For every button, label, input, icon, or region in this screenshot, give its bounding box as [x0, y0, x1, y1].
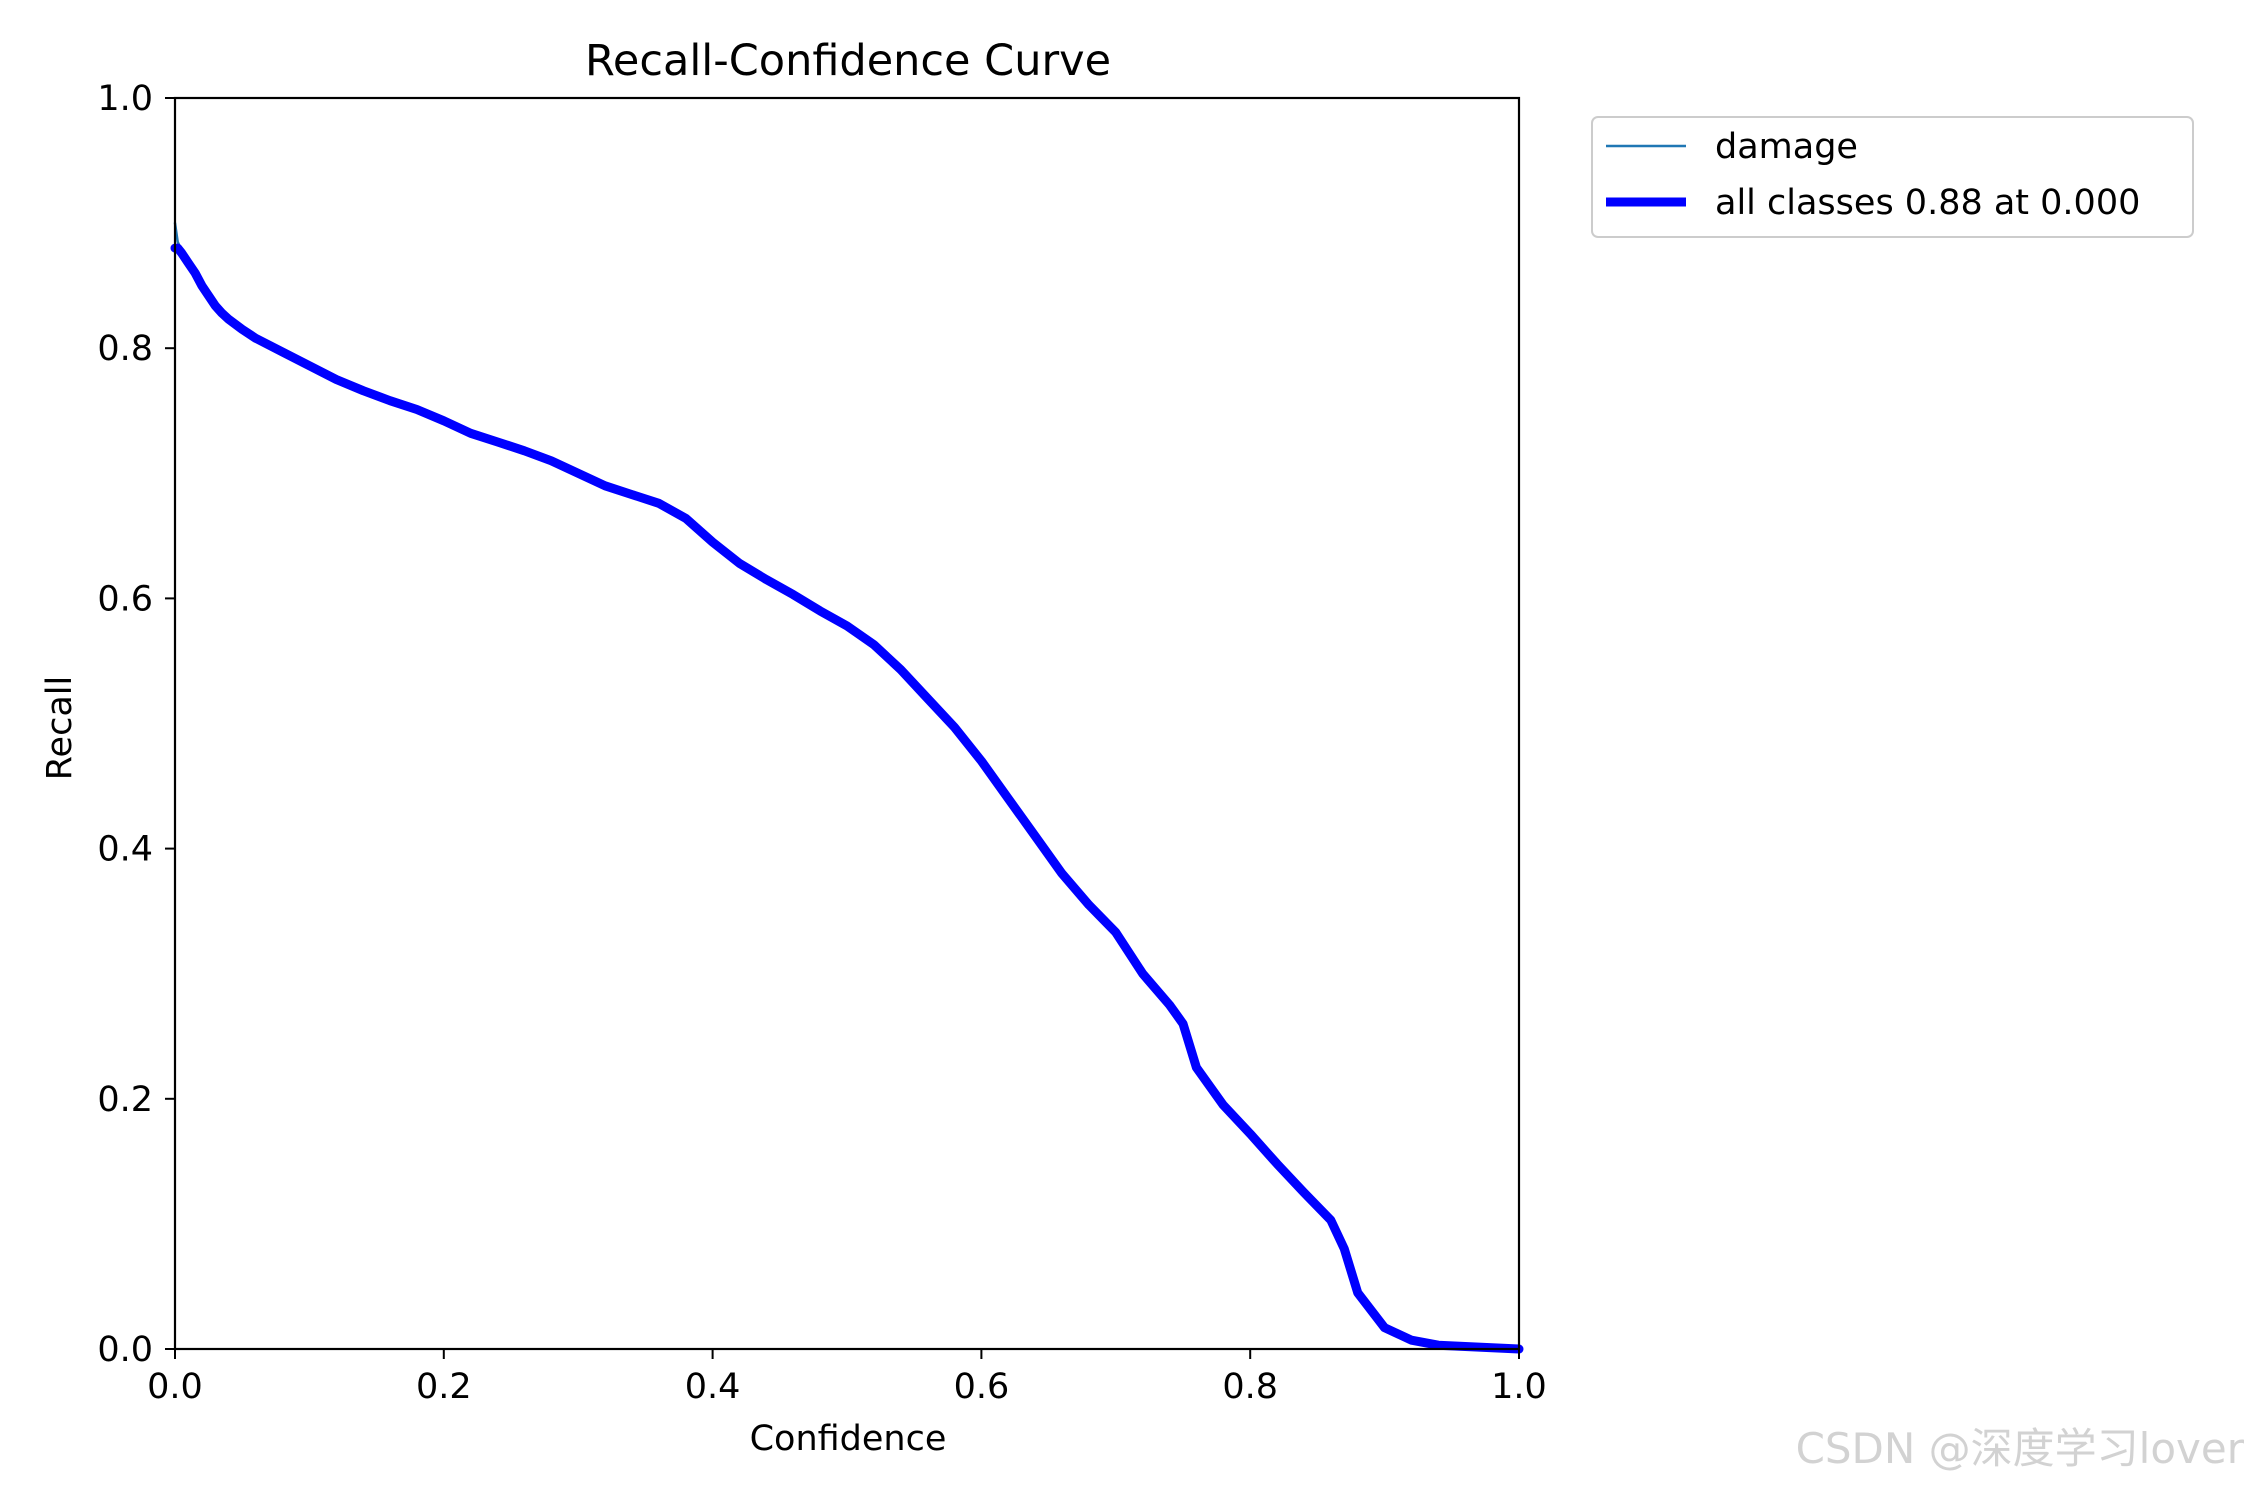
y-axis-label: Recall [40, 676, 80, 780]
plot-area [170, 96, 1524, 1354]
y-tick-label: 0.2 [97, 1080, 153, 1120]
y-tick-label: 1.0 [97, 79, 153, 119]
series-line-all-classes [170, 243, 1524, 1354]
x-axis-label: Confidence [750, 1419, 947, 1459]
watermark: CSDN @深度学习lover [1795, 1424, 2244, 1473]
legend-box [1591, 116, 2194, 238]
legend: damage all classes 0.88 at 0.000 [1591, 116, 2194, 238]
axes-frame [173, 96, 1521, 1351]
x-axis-ticks: 0.0 0.2 0.4 0.6 0.8 1.0 [147, 1349, 1547, 1407]
x-tick-label: 0.6 [954, 1367, 1010, 1407]
y-tick-label: 0.8 [97, 329, 153, 369]
x-tick-label: 0.0 [147, 1367, 203, 1407]
y-tick-label: 0.6 [97, 579, 153, 619]
y-axis-ticks: 0.0 0.2 0.4 0.6 0.8 1.0 [97, 79, 175, 1370]
y-tick-label: 0.0 [97, 1330, 153, 1370]
y-tick-label: 0.4 [97, 830, 153, 870]
x-tick-label: 0.8 [1222, 1367, 1278, 1407]
x-tick-label: 0.4 [685, 1367, 741, 1407]
chart-title: Recall-Confidence Curve [585, 36, 1111, 86]
legend-label-all-classes: all classes 0.88 at 0.000 [1715, 183, 2140, 223]
legend-label-damage: damage [1715, 127, 1858, 167]
x-tick-label: 0.2 [416, 1367, 472, 1407]
x-tick-label: 1.0 [1491, 1367, 1547, 1407]
